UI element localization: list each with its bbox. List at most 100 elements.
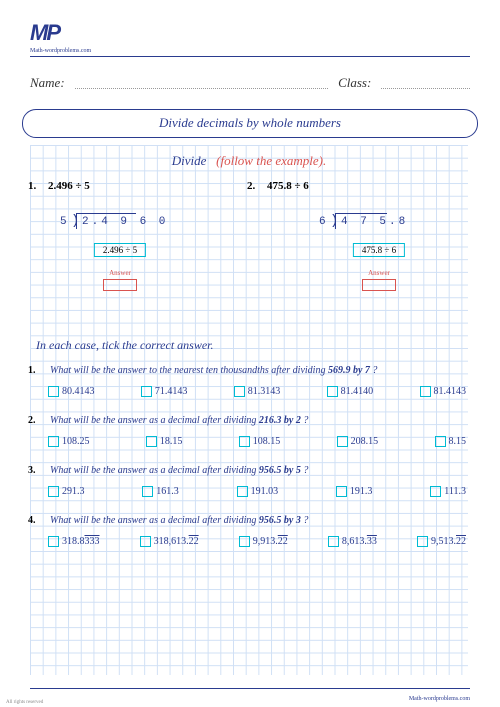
answer-option[interactable]: 291.3	[48, 486, 85, 497]
question-number: 3.	[28, 465, 36, 476]
option-label: 9,913.22	[253, 536, 288, 547]
checkbox-icon[interactable]	[237, 486, 248, 497]
checkbox-icon[interactable]	[328, 536, 339, 547]
question-number: 4.	[28, 515, 36, 526]
checkbox-icon[interactable]	[48, 386, 59, 397]
answer-option[interactable]: 161.3	[142, 486, 179, 497]
answer-option[interactable]: 111.3	[430, 486, 466, 497]
option-label: 80.4143	[62, 386, 95, 397]
answer-option[interactable]: 318,613.22	[140, 536, 199, 547]
logo: MP	[30, 20, 470, 46]
logo-subtitle: Math-wordproblems.com	[30, 48, 470, 54]
answer-option[interactable]: 80.4143	[48, 386, 95, 397]
checkbox-icon[interactable]	[48, 536, 59, 547]
answer-option[interactable]: 8.15	[435, 436, 467, 447]
options-row: 318.8333 318,613.22 9,913.22 8,613.33 9,513.…	[48, 536, 466, 547]
option-label: 318.8333	[62, 536, 100, 547]
answer-option[interactable]: 108.25	[48, 436, 90, 447]
title-blue: Divide	[172, 153, 207, 168]
worksheet-title: Divide decimals by whole numbers	[22, 109, 478, 138]
class-input-line[interactable]	[381, 75, 470, 89]
options-row: 80.4143 71.4143 81.3143 81.4140 81.4143	[48, 386, 466, 397]
checkbox-icon[interactable]	[327, 386, 338, 397]
answer-option[interactable]: 208.15	[337, 436, 379, 447]
option-label: 18.15	[160, 436, 183, 447]
options-row: 108.25 18.15 108.15 208.15 8.15	[48, 436, 466, 447]
checkbox-icon[interactable]	[48, 486, 59, 497]
divisor: 6	[319, 216, 326, 228]
section1-title: Divide (follow the example).	[30, 145, 468, 169]
answer-option[interactable]: 71.4143	[141, 386, 188, 397]
answer-option[interactable]: 191.3	[336, 486, 373, 497]
question-number: 2.	[28, 415, 36, 426]
question-text: What will be the answer to the nearest t…	[50, 365, 377, 376]
option-label: 291.3	[62, 486, 85, 497]
answer-label: Answer	[109, 269, 131, 277]
answer-option[interactable]: 9,513.22	[417, 536, 466, 547]
dividend: 4 7 5.8	[341, 216, 408, 228]
question-bold: 956.5 by 3	[259, 515, 301, 526]
work-area: Divide (follow the example). 1. 2.496 ÷ …	[30, 145, 468, 675]
checkbox-icon[interactable]	[140, 536, 151, 547]
answer-input-box[interactable]	[362, 279, 396, 291]
option-label: 108.15	[253, 436, 281, 447]
answer-option[interactable]: 108.15	[239, 436, 281, 447]
checkbox-icon[interactable]	[420, 386, 431, 397]
checkbox-icon[interactable]	[48, 436, 59, 447]
name-input-line[interactable]	[75, 75, 328, 89]
option-label: 208.15	[351, 436, 379, 447]
checkbox-icon[interactable]	[417, 536, 428, 547]
checkbox-icon[interactable]	[239, 536, 250, 547]
checkbox-icon[interactable]	[146, 436, 157, 447]
answer-option[interactable]: 81.3143	[234, 386, 281, 397]
option-label: 8.15	[449, 436, 467, 447]
answer-label: Answer	[368, 269, 390, 277]
answer-option[interactable]: 81.4143	[420, 386, 467, 397]
question-text: What will be the answer as a decimal aft…	[50, 465, 308, 476]
footer-copyright: All rights reserved	[6, 700, 43, 705]
problem-number: 2.	[247, 180, 255, 192]
answer-option[interactable]: 318.8333	[48, 536, 100, 547]
checkbox-icon[interactable]	[141, 386, 152, 397]
question-number: 1.	[28, 365, 36, 376]
dividend: 2.4 9 6 0	[82, 216, 168, 228]
class-label: Class:	[338, 75, 371, 91]
restate-box: 475.8 ÷ 6	[353, 243, 405, 257]
problem-expression: 475.8 ÷ 6	[267, 180, 309, 192]
checkbox-icon[interactable]	[239, 436, 250, 447]
option-label: 81.4140	[341, 386, 374, 397]
restate-box: 2.496 ÷ 5	[94, 243, 146, 257]
answer-option[interactable]: 81.4140	[327, 386, 374, 397]
problem-expression: 2.496 ÷ 5	[48, 180, 90, 192]
options-row: 291.3 161.3 191.03 191.3 111.3	[48, 486, 466, 497]
option-label: 191.3	[350, 486, 373, 497]
checkbox-icon[interactable]	[435, 436, 446, 447]
answer-option[interactable]: 8,613.33	[328, 536, 377, 547]
option-label: 191.03	[251, 486, 279, 497]
option-label: 8,613.33	[342, 536, 377, 547]
answer-option[interactable]: 18.15	[146, 436, 183, 447]
checkbox-icon[interactable]	[142, 486, 153, 497]
divisor: 5	[60, 216, 67, 228]
problem-number: 1.	[28, 180, 36, 192]
title-red: (follow the example).	[216, 153, 326, 168]
question-bold: 956.5 by 5	[259, 465, 301, 476]
option-label: 161.3	[156, 486, 179, 497]
answer-input-box[interactable]	[103, 279, 137, 291]
checkbox-icon[interactable]	[430, 486, 441, 497]
name-class-row: Name: Class:	[30, 75, 470, 91]
checkbox-icon[interactable]	[234, 386, 245, 397]
option-label: 9,513.22	[431, 536, 466, 547]
option-label: 81.3143	[248, 386, 281, 397]
option-label: 81.4143	[434, 386, 467, 397]
question-text: What will be the answer as a decimal aft…	[50, 415, 308, 426]
checkbox-icon[interactable]	[337, 436, 348, 447]
option-label: 111.3	[444, 486, 466, 497]
answer-option[interactable]: 9,913.22	[239, 536, 288, 547]
question-bold: 216.3 by 2	[259, 415, 301, 426]
footer-url: Math-wordproblems.com	[409, 696, 470, 702]
checkbox-icon[interactable]	[336, 486, 347, 497]
option-label: 318,613.22	[154, 536, 199, 547]
answer-option[interactable]: 191.03	[237, 486, 279, 497]
name-label: Name:	[30, 75, 65, 91]
